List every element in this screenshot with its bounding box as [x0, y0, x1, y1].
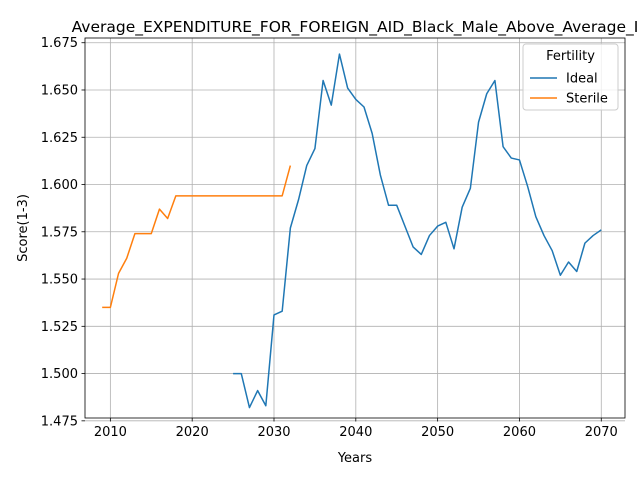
y-tick-label: 1.525 [41, 320, 78, 335]
x-tick-label: 2050 [421, 425, 454, 440]
legend-label-ideal: Ideal [566, 72, 598, 87]
x-tick-label: 2070 [585, 425, 618, 440]
series-line-ideal [233, 53, 602, 409]
y-tick-label: 1.575 [41, 225, 78, 240]
y-tick-label: 1.600 [41, 178, 78, 193]
legend-title: Fertility [546, 49, 595, 64]
y-tick-label: 1.625 [41, 131, 78, 146]
x-tick-label: 2060 [503, 425, 536, 440]
y-tick-label: 1.475 [41, 414, 78, 429]
chart-title: Average_EXPENDITURE_FOR_FOREIGN_AID_Blac… [72, 18, 639, 37]
grid [85, 38, 625, 422]
y-tick-label: 1.550 [41, 273, 78, 288]
plot-frame [84, 37, 626, 419]
y-axis-label: Score(1-3) [16, 194, 31, 262]
y-tick-label: 1.500 [41, 367, 78, 382]
axis-ticks: 2010 2020 2030 2040 2050 2060 2070 1.475 1.500 1.… [41, 36, 618, 440]
y-tick-label: 1.650 [41, 83, 78, 98]
x-tick-label: 2040 [339, 425, 372, 440]
x-axis-label: Years [337, 451, 373, 466]
y-tick-label: 1.675 [41, 36, 78, 51]
legend: Fertility Ideal Sterile [522, 43, 619, 111]
series-layer [102, 53, 602, 409]
legend-box [522, 43, 619, 111]
x-tick-label: 2010 [94, 425, 127, 440]
x-tick-label: 2020 [176, 425, 209, 440]
x-tick-label: 2030 [257, 425, 290, 440]
series-line-sterile [102, 165, 292, 309]
legend-label-sterile: Sterile [566, 92, 608, 107]
